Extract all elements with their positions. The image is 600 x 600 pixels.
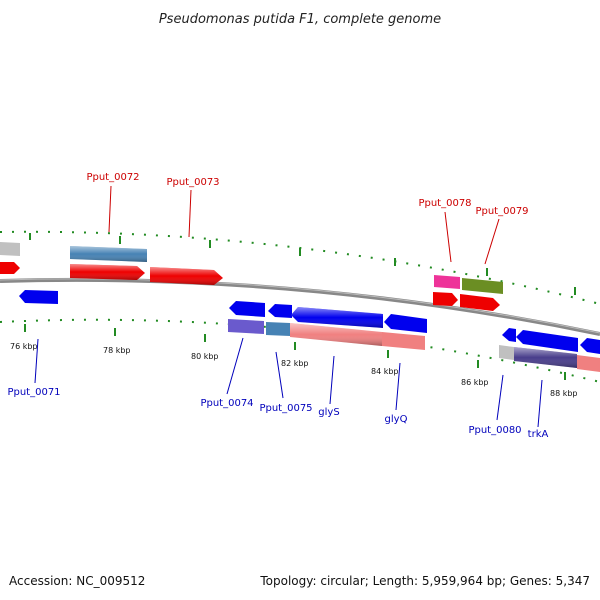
tick-label: 76 kbp [10,342,38,351]
leader-line [395,362,401,411]
cds-arrow [384,314,427,333]
cog-block [0,242,20,256]
leader-line [537,379,543,428]
shading-strip [514,347,577,368]
cds-arrow [433,292,458,306]
cds-arrow [516,330,578,352]
gene-label: Pput_0079 [475,206,528,217]
gene-label: Pput_0071 [7,387,60,398]
cds-arrow [460,294,500,311]
gene-label: Pput_0072 [86,172,139,183]
gene-label: trkA [528,429,549,440]
reverse-gene-labels: Pput_0071 Pput_0074 Pput_0075 glyS glyQ … [7,387,548,440]
cds-arrow [0,262,20,274]
gene-label: Pput_0080 [468,425,521,436]
major-ticks [24,233,576,380]
tick-label: 86 kbp [461,378,489,387]
forward-gene-labels: Pput_0072 Pput_0073 Pput_0078 Pput_0079 [86,172,528,217]
leader-line [275,351,284,399]
accession-text: Accession: NC_009512 [9,574,146,588]
feature-shading [70,246,577,368]
forward-label-leaders [108,185,500,265]
leader-line [34,338,39,384]
shading-strip [70,264,145,280]
gene-label: Pput_0075 [259,403,312,414]
shading-strip [290,323,382,346]
cog-block [382,332,425,350]
shading-strip [70,246,147,262]
genome-backbone-highlight [0,278,600,334]
leader-line [226,337,244,395]
tick-label: 80 kbp [191,352,219,361]
reverse-label-leaders [34,337,543,428]
cds-arrow [502,328,516,342]
cog-block [577,355,600,372]
gene-label: glyS [318,407,339,418]
tick-label: 88 kbp [550,389,578,398]
cog-block [434,275,460,289]
gene-label: glyQ [385,414,408,425]
leader-line [329,355,335,405]
leader-line [496,374,504,421]
cog-block [499,345,514,360]
leader-line [188,189,192,238]
cds-arrow [19,290,58,304]
map-title: Pseudomonas putida F1, complete genome [159,12,441,27]
leader-line [484,218,500,265]
leader-line [444,211,452,263]
cds-arrow [229,301,265,317]
tick-label: 82 kbp [281,359,309,368]
gene-label: Pput_0074 [200,398,253,409]
cog-block [228,319,264,334]
shading-strip [150,267,223,285]
tick-label: 84 kbp [371,367,399,376]
gene-label: Pput_0073 [166,177,219,188]
cog-block [266,322,290,336]
genome-backbone [0,277,600,336]
tick-labels: 76 kbp 78 kbp 80 kbp 82 kbp 84 kbp 86 kb… [10,342,578,398]
tick-label: 78 kbp [103,346,131,355]
genome-summary-text: Topology: circular; Length: 5,959,964 bp… [260,574,590,588]
shading-strip [291,307,383,328]
leader-line [108,185,112,233]
gene-label: Pput_0078 [418,198,471,209]
cog-block [462,278,503,294]
cds-arrow [580,338,600,354]
cds-arrow [268,304,292,318]
